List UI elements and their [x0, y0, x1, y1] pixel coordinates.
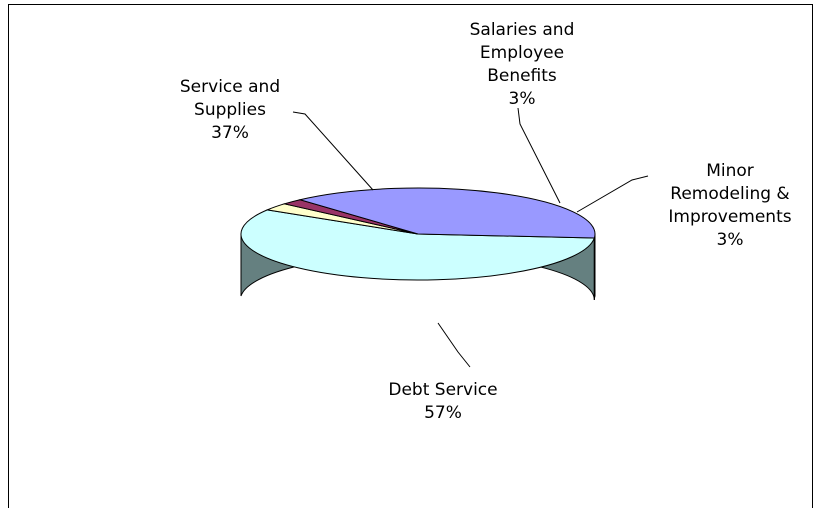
slice-label-1-1: Remodeling & [670, 184, 789, 204]
slice-percent-3: 37% [211, 123, 249, 143]
slice-label-3-1: Supplies [194, 100, 266, 120]
slice-label-2-2: Benefits [487, 66, 557, 86]
slice-label-1-0: Minor [706, 161, 754, 181]
slice-label-2-0: Salaries and [470, 20, 575, 40]
slice-labels: Debt Service 57% Minor Remodeling & Improvem… [180, 20, 792, 423]
slice-label-0-0: Debt Service [388, 380, 497, 400]
slice-label-1-2: Improvements [668, 207, 791, 227]
slice-label-2-1: Employee [480, 43, 564, 63]
slice-label-3-0: Service and [180, 77, 280, 97]
slice-percent-2: 3% [509, 89, 536, 109]
leader-lines [292, 107, 649, 368]
pie-slice-3 [298, 187, 596, 239]
leader-line-2 [517, 107, 561, 204]
leader-line-0 [437, 322, 471, 368]
leader-line-3 [292, 111, 374, 191]
pie-slice-0 [240, 209, 596, 281]
slice-percent-1: 3% [717, 230, 744, 250]
leader-line-1 [576, 175, 649, 213]
pie-tops [240, 187, 596, 281]
slice-percent-0: 57% [424, 403, 462, 423]
pie-side-3-0 [593, 233, 596, 301]
